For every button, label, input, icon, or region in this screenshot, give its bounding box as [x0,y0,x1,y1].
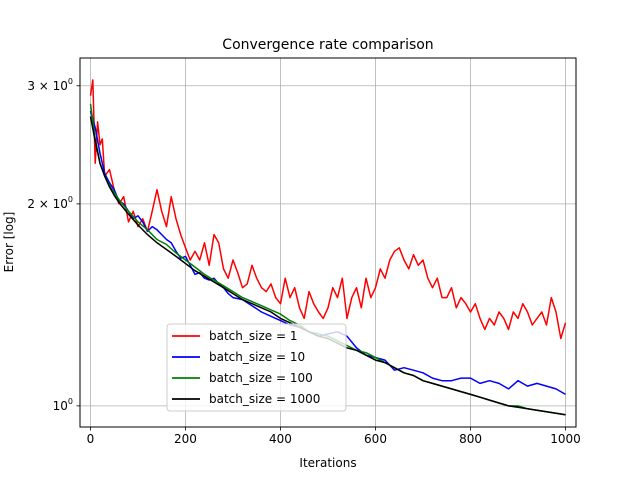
x-tick-label: 400 [269,432,292,446]
x-axis-label: Iterations [299,456,356,470]
x-tick-label: 600 [364,432,387,446]
plot-frame [79,57,577,428]
series-line [89,110,566,396]
legend-box [166,323,347,412]
series-line [89,79,567,340]
legend-label: batch_size = 10 [209,350,305,364]
y-tick-label: 2 × 100 [27,195,73,211]
legend-label: batch_size = 1000 [209,392,320,406]
chart-title: Convergence rate comparison [222,37,433,53]
x-tick-label: 1000 [550,432,581,446]
y-tick-label: 3 × 100 [27,77,73,93]
y-axis-label: Error [log] [2,212,16,273]
x-tick-label: 200 [174,432,197,446]
legend: batch_size = 1 batch_size = 10 batch_size … [166,323,347,412]
x-tick-label: 0 [87,432,95,446]
y-tick-label: 100 [53,397,73,413]
x-tick-label: 800 [459,432,482,446]
y-axis: 3 × 100 2 × 100 100 [27,77,80,413]
legend-label: batch_size = 100 [209,371,313,385]
legend-label: batch_size = 1 [209,329,297,343]
x-axis: 0 200 400 600 800 1000 [87,427,581,446]
